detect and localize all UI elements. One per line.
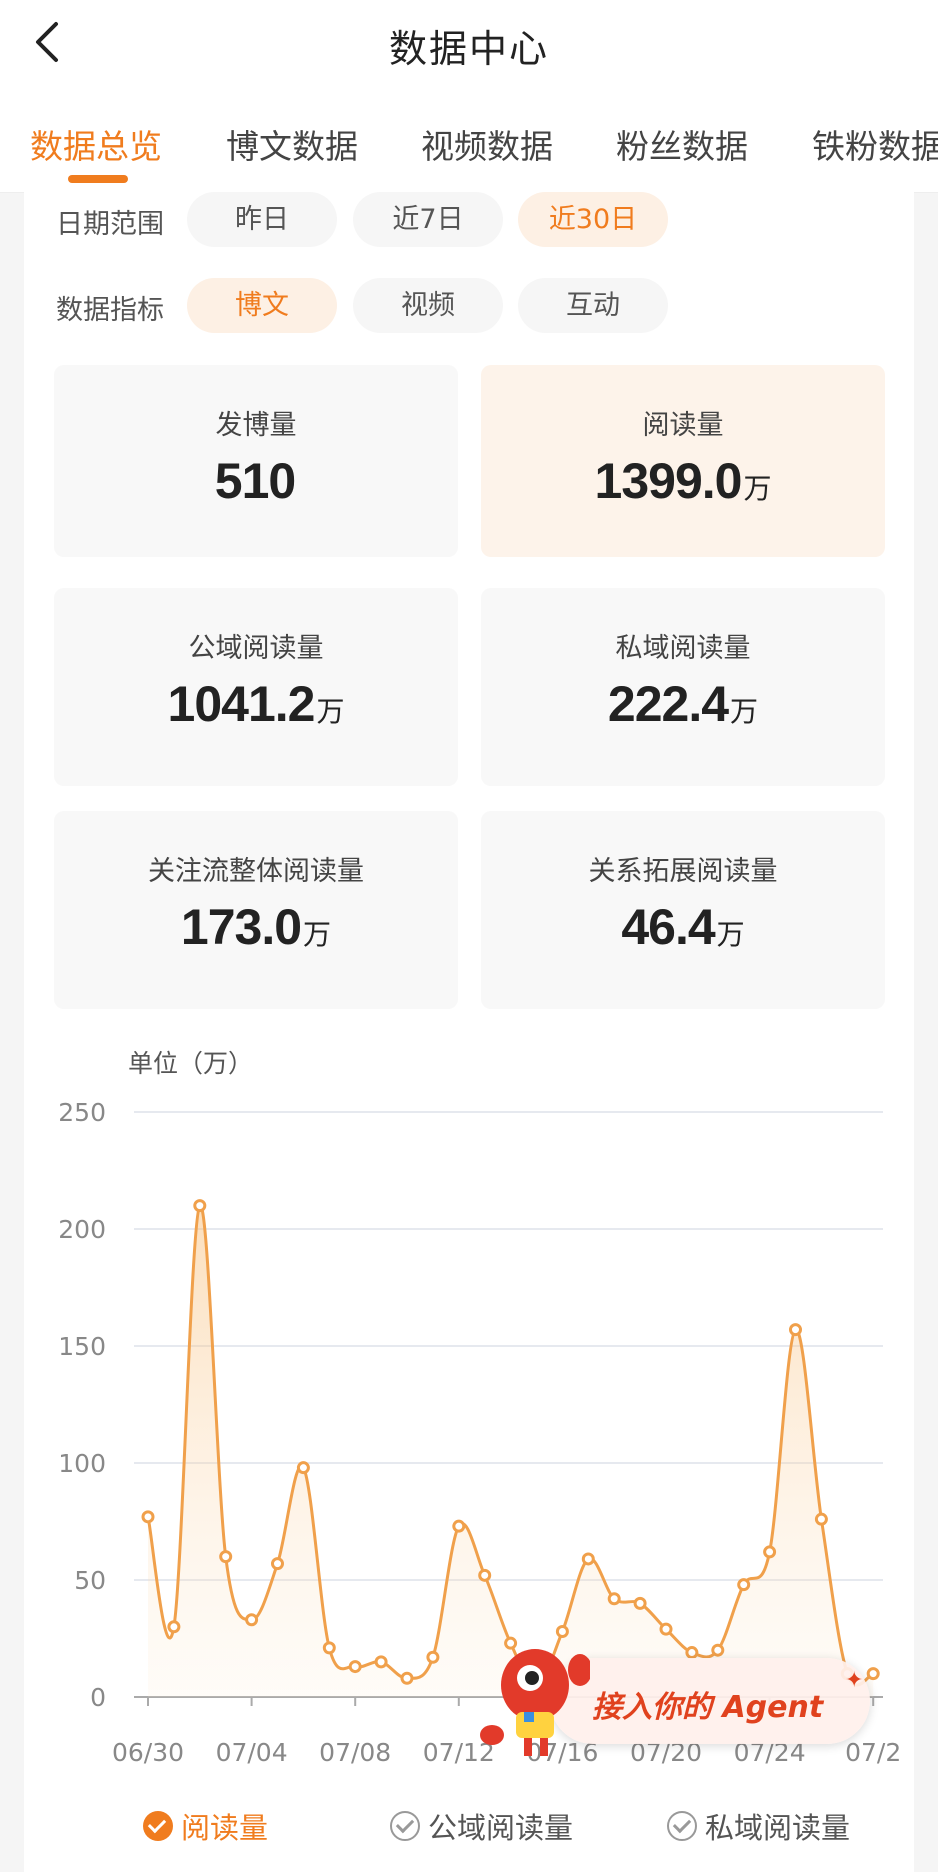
- date-7days-pill[interactable]: 近7日: [353, 192, 503, 247]
- top-header: 数据中心 数据总览 博文数据 视频数据 粉丝数据 铁粉数据: [0, 0, 938, 193]
- data-point: [271, 1557, 284, 1571]
- back-arrow-icon[interactable]: [30, 20, 74, 64]
- date-range-label: 日期范围: [56, 209, 164, 240]
- data-point: [322, 1641, 336, 1655]
- metric-card-reads[interactable]: 阅读量 1399.0万: [481, 365, 885, 557]
- metric-value: 1399.0: [594, 453, 743, 509]
- metric-label: 公域阅读量: [188, 633, 324, 664]
- y-tick-label: 50: [74, 1566, 106, 1595]
- x-tick-label: 06/30: [112, 1738, 184, 1767]
- metric-type-label: 数据指标: [56, 295, 164, 326]
- tab-video-data[interactable]: 视频数据: [421, 127, 553, 166]
- date-yesterday-pill[interactable]: 昨日: [187, 192, 337, 247]
- metric-unit: 万: [716, 918, 745, 951]
- x-tick-label: 07/2: [845, 1738, 901, 1767]
- metric-value: 222.4: [607, 676, 729, 732]
- tab-iron-fans-data[interactable]: 铁粉数据: [812, 127, 938, 166]
- agent-banner-text: 接入你的 Agent: [592, 1690, 824, 1725]
- metric-label: 发博量: [215, 410, 297, 441]
- agent-banner-pill: [550, 1658, 870, 1744]
- tab-overview[interactable]: 数据总览: [30, 127, 162, 166]
- data-point: [814, 1512, 828, 1526]
- page-title: 数据中心: [388, 27, 549, 71]
- active-tab-indicator: [68, 175, 128, 183]
- y-tick-label: 150: [58, 1332, 106, 1361]
- x-tick-label: 07/08: [319, 1738, 391, 1767]
- metric-label: 私域阅读量: [615, 633, 751, 664]
- legend-reads[interactable]: 阅读量: [143, 1805, 268, 1847]
- data-point: [607, 1592, 621, 1606]
- data-point: [581, 1552, 595, 1566]
- metric-unit: 万: [303, 918, 332, 951]
- x-tick-label: 07/04: [216, 1738, 288, 1767]
- metric-interaction-pill[interactable]: 互动: [518, 278, 668, 333]
- tab-post-data[interactable]: 博文数据: [226, 127, 358, 166]
- chart-unit-label: 单位（万）: [128, 1049, 254, 1078]
- legend-label: 阅读量: [181, 1811, 269, 1845]
- tab-bar: 数据总览 博文数据 视频数据 粉丝数据 铁粉数据: [0, 120, 938, 180]
- data-point: [789, 1323, 802, 1337]
- data-point: [866, 1667, 880, 1681]
- data-point: [219, 1550, 233, 1564]
- x-tick-label: 07/12: [423, 1738, 495, 1767]
- metric-label: 阅读量: [642, 410, 724, 441]
- sparkle-icon: ✦: [845, 1668, 864, 1693]
- lobster-mascot-icon: [480, 1649, 590, 1756]
- metric-card-posts[interactable]: 发博量 510: [54, 365, 458, 557]
- data-point: [193, 1199, 207, 1213]
- agent-promo-banner[interactable]: 接入你的 Agent ✦: [480, 1630, 890, 1765]
- tab-fans-data[interactable]: 粉丝数据: [616, 127, 748, 166]
- legend-label: 私域阅读量: [705, 1811, 851, 1845]
- metric-video-pill[interactable]: 视频: [353, 278, 503, 333]
- data-point: [426, 1650, 440, 1664]
- checkbox-unchecked-icon: [390, 1811, 420, 1841]
- metric-value: 510: [214, 453, 296, 509]
- metric-unit: 万: [316, 695, 345, 728]
- y-tick-label: 100: [58, 1449, 106, 1478]
- data-point: [633, 1596, 647, 1610]
- metric-label: 关系拓展阅读量: [588, 856, 778, 887]
- data-point: [711, 1643, 725, 1657]
- legend-public-reads[interactable]: 公域阅读量: [390, 1805, 573, 1847]
- checkbox-unchecked-icon: [667, 1811, 697, 1841]
- data-point: [659, 1622, 673, 1636]
- data-point: [141, 1510, 155, 1524]
- y-tick-label: 200: [58, 1215, 106, 1244]
- data-point: [374, 1655, 388, 1669]
- data-point: [685, 1646, 699, 1660]
- data-point: [452, 1519, 466, 1533]
- legend-private-reads[interactable]: 私域阅读量: [667, 1805, 850, 1847]
- data-point: [348, 1660, 362, 1674]
- y-tick-label: 250: [58, 1098, 106, 1127]
- legend-label: 公域阅读量: [428, 1811, 574, 1845]
- data-point: [167, 1620, 181, 1634]
- metric-value: 1041.2: [167, 676, 316, 732]
- metric-card-follow-feed-reads[interactable]: 关注流整体阅读量 173.0万: [54, 811, 458, 1009]
- data-point: [763, 1545, 777, 1559]
- metric-label: 关注流整体阅读量: [148, 856, 364, 887]
- data-point: [737, 1578, 751, 1592]
- data-point: [296, 1461, 310, 1475]
- data-point: [400, 1671, 414, 1685]
- metric-unit: 万: [743, 472, 772, 505]
- checkbox-checked-icon: [143, 1811, 173, 1841]
- metric-value: 173.0: [180, 899, 302, 955]
- data-point: [555, 1624, 569, 1638]
- metric-card-public-reads[interactable]: 公域阅读量 1041.2万: [54, 588, 458, 786]
- data-point: [478, 1568, 492, 1582]
- y-tick-label: 0: [90, 1683, 106, 1712]
- metric-unit: 万: [730, 695, 759, 728]
- data-point: [245, 1613, 259, 1627]
- date-30days-pill[interactable]: 近30日: [518, 192, 668, 247]
- metric-post-pill[interactable]: 博文: [187, 278, 337, 333]
- metric-card-relation-expansion-reads[interactable]: 关系拓展阅读量 46.4万: [481, 811, 885, 1009]
- metric-value: 46.4: [621, 899, 715, 955]
- series-area: [148, 1205, 874, 1697]
- metric-card-private-reads[interactable]: 私域阅读量 222.4万: [481, 588, 885, 786]
- data-point: [504, 1636, 518, 1650]
